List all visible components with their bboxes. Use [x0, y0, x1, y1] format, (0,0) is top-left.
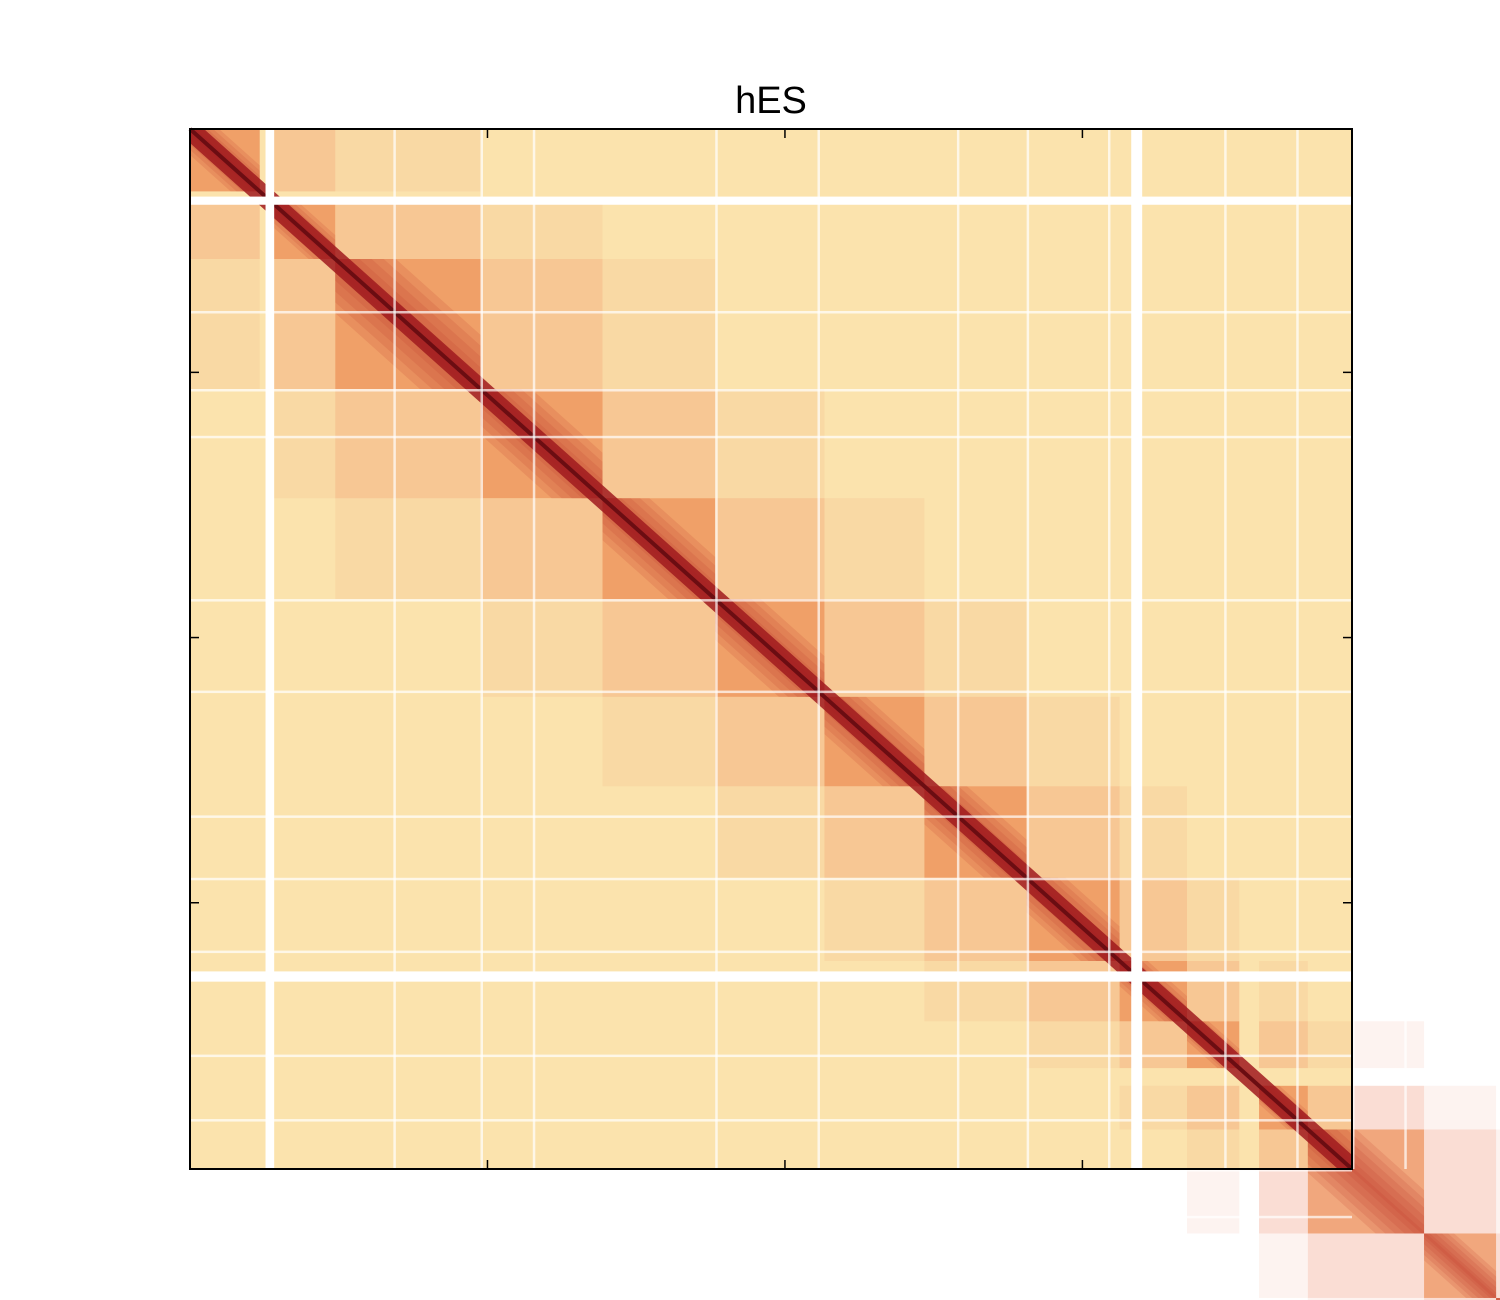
domain-interaction-block	[335, 129, 481, 192]
domain-interaction-block	[480, 498, 603, 600]
domain-interaction-block	[190, 201, 260, 259]
axes-frame	[189, 128, 1353, 1170]
masked-row	[190, 196, 1352, 205]
tad-gradient	[1424, 1233, 1497, 1298]
domain-interaction-block	[824, 877, 925, 961]
diagonal-line	[188, 127, 1354, 1171]
domain-interaction-block	[924, 877, 1027, 961]
domain-interaction-block	[715, 696, 825, 787]
domain-interaction-block	[335, 201, 481, 259]
low-coverage-column	[956, 129, 960, 1169]
domain-interaction-block	[335, 389, 481, 499]
masked-row	[190, 971, 1352, 982]
tad-gradient	[1496, 1297, 1500, 1300]
domain-interaction-block	[602, 599, 716, 697]
domain-interaction-block	[1259, 1233, 1308, 1298]
tad-gradient	[1424, 1233, 1497, 1298]
low-coverage-column	[1026, 129, 1030, 1169]
domain-interaction-block	[1259, 961, 1308, 1022]
domain-interaction-block	[271, 259, 336, 389]
low-coverage-row	[190, 1215, 1352, 1219]
tad-gradient	[1424, 1233, 1497, 1298]
domain-interaction-block	[480, 259, 603, 389]
domain-interaction-block	[335, 498, 481, 600]
low-coverage-row	[190, 435, 1352, 439]
domain-interaction-block	[1119, 877, 1187, 961]
tad-block	[1424, 1233, 1497, 1298]
low-coverage-row	[190, 950, 1352, 954]
domain-interaction-block	[1259, 1021, 1308, 1069]
domain-interaction-block	[824, 786, 925, 878]
domain-interaction-block	[715, 389, 825, 499]
low-coverage-column	[715, 129, 718, 1169]
low-coverage-column	[480, 129, 483, 1169]
chart-title: hES	[735, 80, 807, 122]
tad-gradient	[1496, 1297, 1500, 1300]
tad-gradient	[1496, 1297, 1500, 1300]
low-coverage-row	[190, 690, 1352, 694]
tad-gradient	[1496, 1297, 1500, 1300]
domain-interaction-block	[271, 129, 336, 192]
tad-gradient	[1424, 1233, 1497, 1298]
tad-gradient	[1424, 1233, 1497, 1298]
domain-interaction-block	[1307, 1233, 1425, 1298]
domain-interaction-block	[602, 696, 716, 787]
low-coverage-row	[190, 389, 1352, 392]
low-coverage-row	[190, 311, 1352, 314]
domain-interaction-block	[1424, 1085, 1497, 1130]
axes-box	[189, 128, 1353, 1170]
tad-block	[1496, 1297, 1500, 1300]
domain-interaction-block	[1119, 1021, 1187, 1069]
domain-interaction-block	[1026, 961, 1120, 1022]
domain-interaction-block	[924, 599, 1027, 697]
domain-interaction-block	[1424, 1129, 1497, 1234]
domain-interaction-block	[824, 599, 925, 697]
domain-interaction-block	[1026, 1021, 1120, 1069]
low-coverage-column	[393, 129, 396, 1169]
low-coverage-row	[190, 1119, 1352, 1122]
domain-interaction-block	[271, 389, 336, 499]
masked-column	[265, 129, 275, 1169]
domain-interaction-block	[480, 599, 603, 697]
domain-interaction-block	[715, 498, 825, 600]
domain-interaction-block	[1119, 1085, 1187, 1130]
domain-interaction-block	[602, 389, 716, 499]
low-coverage-column	[1404, 129, 1407, 1169]
tad-gradient	[1424, 1233, 1497, 1298]
domain-interaction-block	[924, 961, 1027, 1022]
low-coverage-row	[190, 1169, 1352, 1172]
low-coverage-column	[1296, 129, 1299, 1169]
tad-gradient	[1496, 1297, 1500, 1300]
masked-column	[1131, 129, 1143, 1169]
domain-interaction-block	[190, 259, 260, 389]
tad-gradient	[1496, 1297, 1500, 1300]
domain-interaction-block	[1307, 1297, 1425, 1300]
low-coverage-row	[190, 1054, 1352, 1058]
domain-interaction-block	[480, 201, 603, 259]
domain-interaction-block	[1496, 1233, 1500, 1298]
domain-interaction-block	[1186, 877, 1240, 961]
domain-interaction-block	[1119, 786, 1187, 878]
domain-interaction-block	[1186, 961, 1240, 1022]
low-coverage-row	[190, 599, 1352, 602]
domain-interaction-block	[1026, 696, 1120, 787]
domain-interaction-block	[824, 498, 925, 600]
low-coverage-column	[1352, 129, 1355, 1169]
low-coverage-column	[817, 129, 820, 1169]
domain-interaction-block	[1496, 1129, 1500, 1234]
heatmap-cells	[188, 127, 1500, 1300]
domain-interaction-block	[715, 786, 825, 878]
domain-interaction-block	[602, 259, 716, 389]
domain-interaction-block	[1186, 1085, 1240, 1130]
low-coverage-column	[1224, 129, 1227, 1169]
domain-interaction-block	[1026, 786, 1120, 878]
low-coverage-row	[190, 815, 1352, 818]
low-coverage-column	[532, 129, 536, 1169]
low-coverage-column	[1107, 129, 1111, 1169]
low-coverage-row	[190, 877, 1352, 881]
domain-interaction-block	[924, 696, 1027, 787]
domain-interaction-block	[1424, 1297, 1497, 1300]
